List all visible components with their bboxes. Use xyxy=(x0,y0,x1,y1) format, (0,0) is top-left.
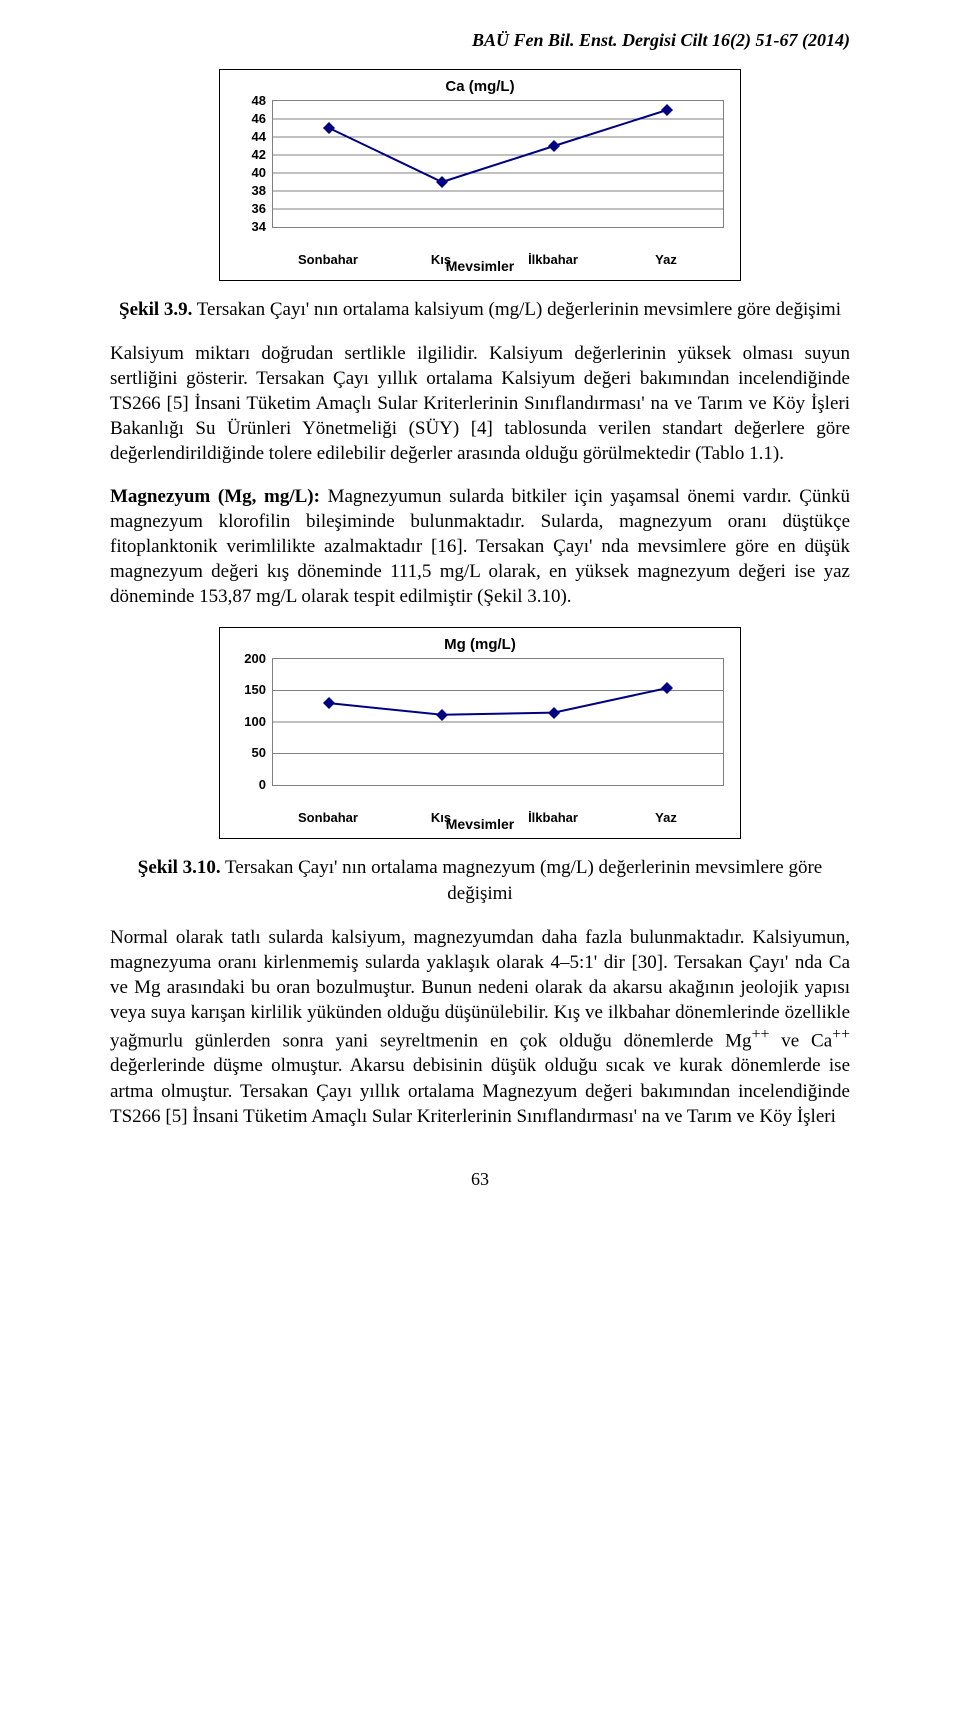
page: BAÜ Fen Bil. Enst. Dergisi Cilt 16(2) 51… xyxy=(0,0,960,1230)
ca-chart-title: Ca (mg/L) xyxy=(220,78,740,95)
para3-c: değerlerinde düşme olmuştur. Akarsu debi… xyxy=(110,1055,850,1126)
ca-chart: Ca (mg/L) 48 46 44 42 40 38 36 34 xyxy=(219,69,741,281)
ca-ylabel: 42 xyxy=(252,148,266,161)
mg-caption-label: Şekil 3.10. xyxy=(138,857,221,878)
mg-caption: Şekil 3.10. Tersakan Çayı' nın ortalama … xyxy=(110,855,850,906)
ca-ylabel: 48 xyxy=(252,94,266,107)
running-header: BAÜ Fen Bil. Enst. Dergisi Cilt 16(2) 51… xyxy=(110,30,850,51)
mg-markers xyxy=(323,682,673,721)
ca-ylabel: 38 xyxy=(252,184,266,197)
mg-grid xyxy=(273,659,723,785)
mg-ylabel: 50 xyxy=(252,746,266,759)
ca-series-line xyxy=(329,110,667,182)
para2-lead: Magnezyum (Mg, mg/L): xyxy=(110,486,328,507)
mg-ylabel: 0 xyxy=(259,778,266,791)
mg-ylabel: 150 xyxy=(244,683,266,696)
ca-caption-label: Şekil 3.9. xyxy=(119,299,192,320)
mg-y-axis: 200 150 100 50 0 xyxy=(220,658,266,788)
mg-plot-area xyxy=(272,658,724,786)
ca-ylabel: 40 xyxy=(252,166,266,179)
superscript-1: ++ xyxy=(752,1026,770,1043)
ca-markers xyxy=(323,104,673,188)
superscript-2: ++ xyxy=(832,1026,850,1043)
page-number: 63 xyxy=(110,1169,850,1190)
mg-caption-text: Tersakan Çayı' nın ortalama magnezyum (m… xyxy=(221,857,823,904)
ca-ylabel: 34 xyxy=(252,220,266,233)
ca-caption: Şekil 3.9. Tersakan Çayı' nın ortalama k… xyxy=(110,297,850,323)
mg-series-line xyxy=(329,689,667,716)
mg-chart: Mg (mg/L) 200 150 100 50 0 xyxy=(219,627,741,839)
para3-b: ve Ca xyxy=(769,1030,832,1051)
mg-x-title: Mevsimler xyxy=(220,816,740,832)
ca-ylabel: 44 xyxy=(252,130,266,143)
paragraph-3: Normal olarak tatlı sularda kalsiyum, ma… xyxy=(110,925,850,1129)
ca-plot-area xyxy=(272,100,724,228)
ca-x-title: Mevsimler xyxy=(220,258,740,274)
ca-ylabel: 36 xyxy=(252,202,266,215)
mg-ylabel: 100 xyxy=(244,715,266,728)
paragraph-1: Kalsiyum miktarı doğrudan sertlikle ilgi… xyxy=(110,341,850,466)
ca-grid xyxy=(273,101,723,227)
ca-caption-text: Tersakan Çayı' nın ortalama kalsiyum (mg… xyxy=(192,299,841,320)
mg-ylabel: 200 xyxy=(244,652,266,665)
paragraph-2: Magnezyum (Mg, mg/L): Magnezyumun sulard… xyxy=(110,484,850,609)
ca-ylabel: 46 xyxy=(252,112,266,125)
mg-chart-title: Mg (mg/L) xyxy=(220,636,740,653)
ca-y-axis: 48 46 44 42 40 38 36 34 xyxy=(220,100,266,230)
para3-a: Normal olarak tatlı sularda kalsiyum, ma… xyxy=(110,927,850,1052)
